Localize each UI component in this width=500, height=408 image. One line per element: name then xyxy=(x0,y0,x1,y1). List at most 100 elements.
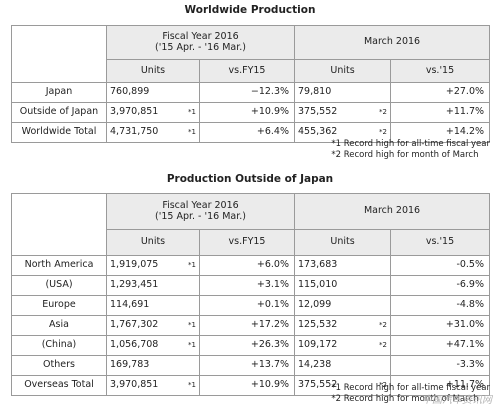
fy-units: 1,919,075 xyxy=(110,259,159,271)
march-units: 14,238 xyxy=(298,359,332,371)
fy-header: Fiscal Year 2016 ('15 Apr. - '16 Mar.) xyxy=(105,25,296,60)
vs-fy15-value: +6.4% xyxy=(198,122,296,143)
row-label: North America xyxy=(11,255,107,276)
vs-15-value: +31.0% xyxy=(390,315,491,336)
vs-15-value: -4.8% xyxy=(390,295,491,316)
watermark-logo: 中国汽车资讯网 xyxy=(422,395,492,406)
march-units-cell: 375,552 *2 xyxy=(294,102,392,123)
corner-cell xyxy=(11,193,107,256)
row-label: Outside of Japan xyxy=(11,102,107,123)
march-units-cell: 12,099 xyxy=(294,295,392,316)
table-row: (USA) 1,293,451 +3.1% 115,010 -6.9% xyxy=(11,275,491,296)
footnote-mark: *2 xyxy=(379,107,388,116)
vs-fy15-value: +6.0% xyxy=(198,255,296,276)
footnote-mark: *2 xyxy=(379,380,388,389)
march-units: 109,172 xyxy=(298,339,338,351)
vs-15-value: -6.9% xyxy=(390,275,491,296)
fy-units-cell: 3,970,851 *1 xyxy=(106,102,200,123)
col-units: Units xyxy=(106,59,200,83)
fy-units: 3,970,851 xyxy=(110,106,159,118)
march-units: 375,552 xyxy=(298,106,338,118)
row-label: Worldwide Total xyxy=(11,122,107,143)
march-units-cell: 109,172 *2 xyxy=(294,335,392,356)
vs-fy15-value: +26.3% xyxy=(198,335,296,356)
march-units-cell: 14,238 xyxy=(294,355,392,376)
march-units-cell: 455,362 *2 xyxy=(294,122,392,143)
vs-fy15-value: +17.2% xyxy=(198,315,296,336)
march-units: 12,099 xyxy=(298,299,332,311)
row-label: (China) xyxy=(11,335,107,356)
fy-units: 760,899 xyxy=(110,86,150,98)
fy-units: 169,783 xyxy=(110,359,150,371)
table-row: Outside of Japan 3,970,851 *1 +10.9% 375,552… xyxy=(11,102,491,123)
footnote-mark: *2 xyxy=(379,127,388,136)
vs-15-value: +14.2% xyxy=(390,122,491,143)
row-label: (USA) xyxy=(11,275,107,296)
col-units-march: Units xyxy=(294,59,392,83)
production-outside-japan-table: Fiscal Year 2016 ('15 Apr. - '16 Mar.) M… xyxy=(11,193,491,396)
row-label: Asia xyxy=(11,315,107,336)
vs-15-value: -3.3% xyxy=(390,355,491,376)
fy-units-cell: 1,056,708 *1 xyxy=(106,335,200,356)
vs-fy15-value: +10.9% xyxy=(198,375,296,396)
footnote-mark: *1 xyxy=(188,107,196,116)
footnote-mark: *2 xyxy=(379,320,388,329)
col-vs-15: vs.'15 xyxy=(390,229,491,256)
worldwide-production-title: Worldwide Production xyxy=(184,4,316,16)
fy-units: 4,731,750 xyxy=(110,126,159,138)
footnote-mark: *1 xyxy=(188,260,196,269)
march-units: 125,532 xyxy=(298,319,338,331)
vs-fy15-value: +3.1% xyxy=(198,275,296,296)
vs-fy15-value: +13.7% xyxy=(198,355,296,376)
fy-units: 3,970,851 xyxy=(110,379,159,391)
footnote-mark: *1 xyxy=(188,320,196,329)
march-units: 455,362 xyxy=(298,126,338,138)
footnote-mark: *1 xyxy=(188,380,196,389)
footnote-mark: *2 xyxy=(379,340,388,349)
march-units: 79,810 xyxy=(298,86,332,98)
table-row: Japan 760,899 −12.3% 79,810 +27.0% xyxy=(11,82,491,103)
fy-units-cell: 1,919,075 *1 xyxy=(106,255,200,276)
footnote-mark: *1 xyxy=(188,340,196,349)
march-units-cell: 79,810 xyxy=(294,82,392,103)
fy-units: 1,293,451 xyxy=(110,279,159,291)
fy-units-cell: 114,691 xyxy=(106,295,200,316)
march-units-cell: 115,010 xyxy=(294,275,392,296)
march-header: March 2016 xyxy=(294,25,491,60)
vs-15-value: -0.5% xyxy=(390,255,491,276)
col-vs-15: vs.'15 xyxy=(390,59,491,83)
table-row: Others 169,783 +13.7% 14,238 -3.3% xyxy=(11,355,491,376)
fy-units-cell: 169,783 xyxy=(106,355,200,376)
march-units: 173,683 xyxy=(298,259,338,271)
col-vs-fy15: vs.FY15 xyxy=(198,59,296,83)
col-vs-fy15: vs.FY15 xyxy=(198,229,296,256)
row-label: Overseas Total xyxy=(11,375,107,396)
march-units: 115,010 xyxy=(298,279,338,291)
vs-fy15-value: +10.9% xyxy=(198,102,296,123)
table-row: Overseas Total 3,970,851 *1 +10.9% 375,552 *2… xyxy=(11,375,491,396)
vs-fy15-value: +0.1% xyxy=(198,295,296,316)
table-row: Worldwide Total 4,731,750 *1 +6.4% 455,362 *2… xyxy=(11,122,491,143)
col-units-march: Units xyxy=(294,229,392,256)
march-units: 375,552 xyxy=(298,379,338,391)
worldwide-production-table: Fiscal Year 2016 ('15 Apr. - '16 Mar.) M… xyxy=(11,25,491,143)
fy-units-cell: 760,899 xyxy=(106,82,200,103)
table2-footnotes: *1 Record high for all-time fiscal year … xyxy=(331,383,490,404)
vs-15-value: +11.7% xyxy=(390,375,491,396)
march-units-cell: 173,683 xyxy=(294,255,392,276)
table-row: Europe 114,691 +0.1% 12,099 -4.8% xyxy=(11,295,491,316)
table-row: North America 1,919,075 *1 +6.0% 173,683 -0.5… xyxy=(11,255,491,276)
march-header: March 2016 xyxy=(294,193,491,230)
footnote-mark: *1 xyxy=(188,127,196,136)
corner-cell xyxy=(11,25,107,83)
fy-units: 114,691 xyxy=(110,299,150,311)
table1-footnotes: *1 Record high for all-time fiscal year … xyxy=(331,139,490,160)
fy-units-cell: 4,731,750 *1 xyxy=(106,122,200,143)
vs-15-value: +11.7% xyxy=(390,102,491,123)
vs-15-value: +27.0% xyxy=(390,82,491,103)
fy-units-cell: 1,767,302 *1 xyxy=(106,315,200,336)
fy-units: 1,056,708 xyxy=(110,339,159,351)
col-units: Units xyxy=(106,229,200,256)
table-row: Asia 1,767,302 *1 +17.2% 125,532 *2 +31.0% xyxy=(11,315,491,336)
production-outside-japan-title: Production Outside of Japan xyxy=(166,173,334,185)
